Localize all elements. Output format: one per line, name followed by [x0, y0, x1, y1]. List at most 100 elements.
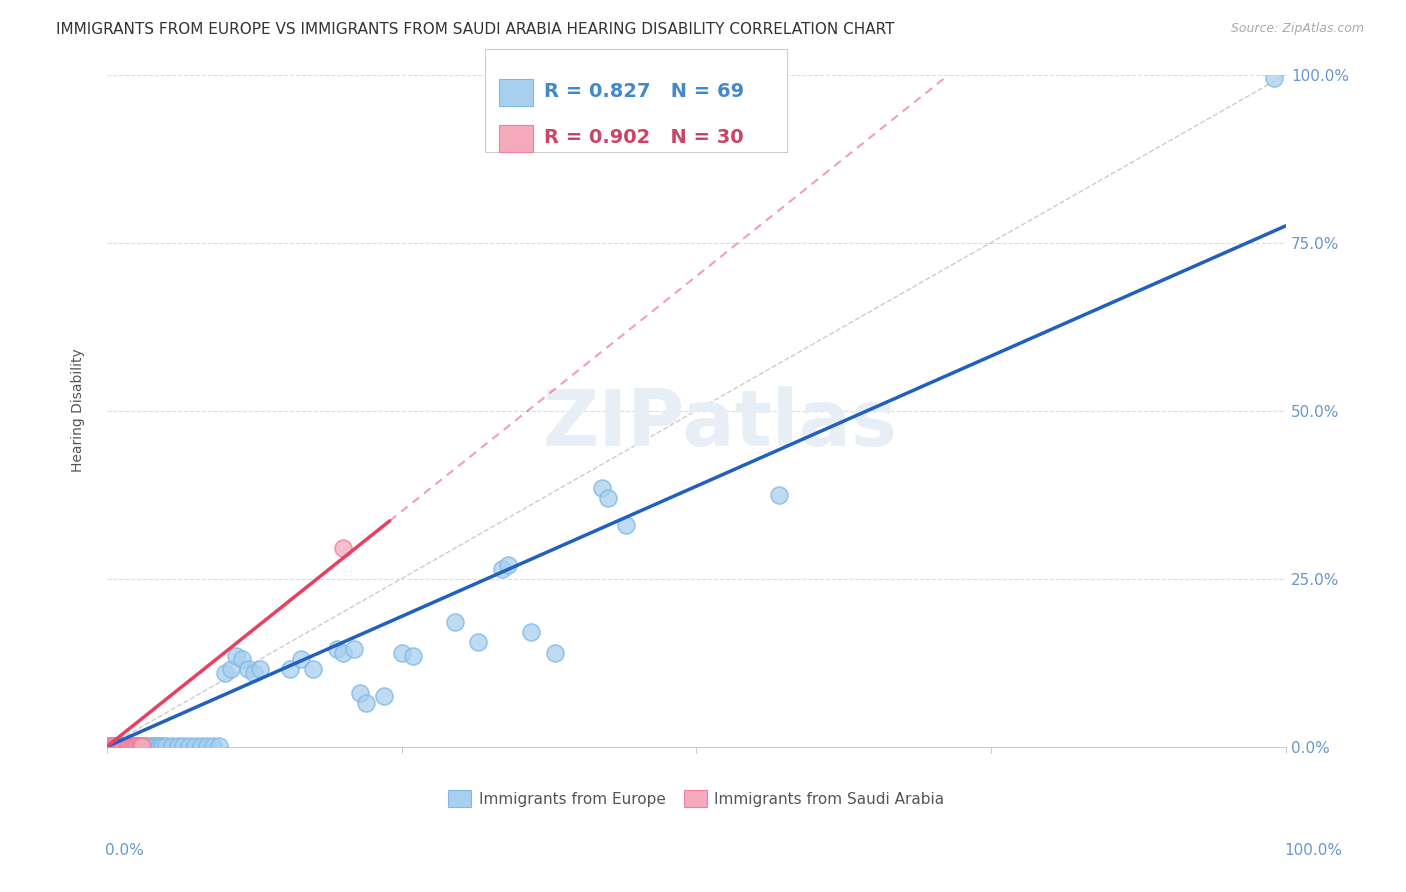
Point	[238, 662, 260, 676]
Point	[111, 739, 134, 753]
Point	[1263, 70, 1285, 85]
Point	[114, 739, 136, 753]
Point	[129, 739, 152, 753]
Point	[122, 739, 145, 753]
Legend: Immigrants from Europe, Immigrants from Saudi Arabia: Immigrants from Europe, Immigrants from …	[441, 784, 950, 813]
Point	[100, 739, 122, 753]
Point	[373, 690, 395, 704]
Text: 0.0%: 0.0%	[105, 843, 145, 858]
Point	[172, 739, 194, 753]
Point	[544, 646, 567, 660]
Point	[117, 739, 139, 753]
Point	[402, 648, 425, 663]
Point	[349, 686, 371, 700]
Point	[160, 739, 183, 753]
Point	[302, 662, 325, 676]
Point	[152, 739, 174, 753]
Point	[108, 739, 131, 753]
Point	[131, 739, 153, 753]
Point	[105, 739, 128, 753]
Point	[121, 739, 143, 753]
Point	[101, 739, 124, 753]
Point	[332, 646, 354, 660]
Point	[112, 739, 135, 753]
Point	[225, 648, 247, 663]
Point	[190, 739, 212, 753]
Text: Source: ZipAtlas.com: Source: ZipAtlas.com	[1230, 22, 1364, 36]
Point	[520, 625, 543, 640]
Point	[142, 739, 165, 753]
Point	[98, 739, 121, 753]
Text: 100.0%: 100.0%	[1285, 843, 1343, 858]
Text: IMMIGRANTS FROM EUROPE VS IMMIGRANTS FROM SAUDI ARABIA HEARING DISABILITY CORREL: IMMIGRANTS FROM EUROPE VS IMMIGRANTS FRO…	[56, 22, 894, 37]
Point	[105, 739, 128, 753]
Point	[768, 487, 790, 501]
Point	[128, 739, 150, 753]
Point	[98, 739, 121, 753]
Point	[114, 739, 136, 753]
Point	[121, 739, 143, 753]
Point	[115, 739, 138, 753]
Point	[134, 739, 156, 753]
Point	[121, 739, 143, 753]
Point	[98, 739, 121, 753]
Point	[115, 739, 138, 753]
Point	[179, 739, 201, 753]
Point	[128, 739, 150, 753]
Point	[112, 739, 135, 753]
Text: R = 0.902   N = 30: R = 0.902 N = 30	[544, 128, 744, 147]
Point	[145, 739, 167, 753]
Y-axis label: Hearing Disability: Hearing Disability	[72, 349, 86, 473]
Point	[243, 665, 266, 680]
Point	[120, 739, 142, 753]
Point	[108, 739, 131, 753]
Point	[208, 739, 231, 753]
Point	[184, 739, 207, 753]
Point	[118, 739, 141, 753]
Point	[129, 739, 152, 753]
Point	[195, 739, 218, 753]
Point	[127, 739, 149, 753]
Point	[131, 739, 153, 753]
Point	[201, 739, 224, 753]
Point	[107, 739, 129, 753]
Point	[98, 739, 121, 753]
Point	[249, 662, 271, 676]
Point	[103, 739, 125, 753]
Point	[125, 739, 148, 753]
Point	[290, 652, 312, 666]
Point	[117, 739, 139, 753]
Point	[325, 642, 347, 657]
Point	[127, 739, 149, 753]
Point	[128, 739, 150, 753]
Text: ZIPatlas: ZIPatlas	[543, 386, 897, 462]
Point	[111, 739, 134, 753]
Point	[155, 739, 177, 753]
Point	[332, 541, 354, 556]
Text: R = 0.827   N = 69: R = 0.827 N = 69	[544, 81, 744, 101]
Point	[114, 739, 136, 753]
Point	[343, 642, 366, 657]
Point	[110, 739, 132, 753]
Point	[120, 739, 142, 753]
Point	[214, 665, 236, 680]
Point	[391, 646, 413, 660]
Point	[491, 561, 513, 575]
Point	[105, 739, 128, 753]
Point	[219, 662, 242, 676]
Point	[467, 635, 489, 649]
Point	[125, 739, 148, 753]
Point	[103, 739, 125, 753]
Point	[150, 739, 173, 753]
Point	[107, 739, 129, 753]
Point	[114, 739, 136, 753]
Point	[124, 739, 146, 753]
Point	[122, 739, 145, 753]
Point	[118, 739, 141, 753]
Point	[135, 739, 157, 753]
Point	[104, 739, 127, 753]
Point	[496, 558, 519, 573]
Point	[231, 652, 253, 666]
Point	[104, 739, 127, 753]
Point	[100, 739, 122, 753]
